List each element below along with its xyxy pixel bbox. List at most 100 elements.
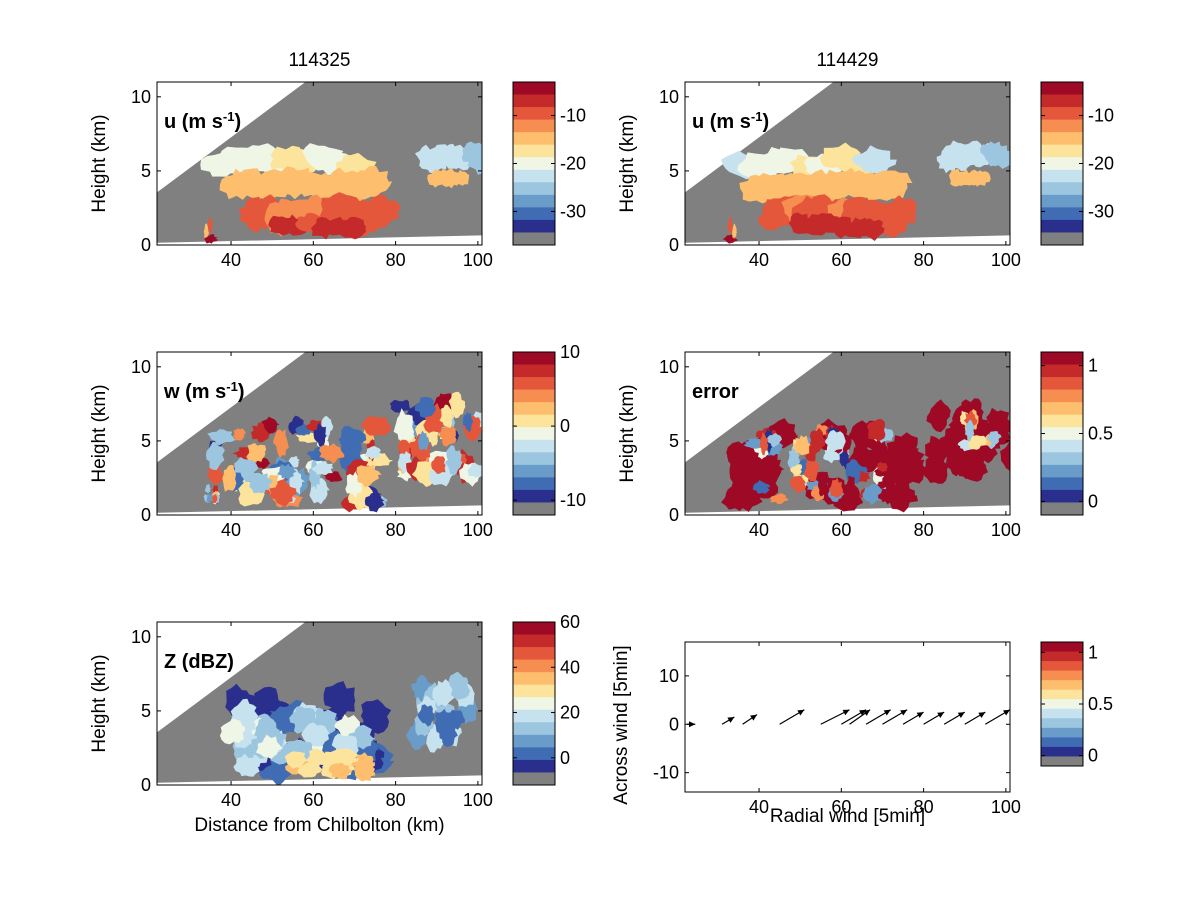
panel-vec: 40 60 80 100 -10 0 10 Across wind [5min] Radial …: [611, 641, 1021, 827]
data-patch: [261, 416, 280, 434]
colorbar-bin: [513, 672, 555, 686]
data-patch: [337, 434, 351, 447]
data-patch: [356, 464, 382, 488]
data-patch: [867, 419, 886, 442]
colorbar-bin: [1041, 132, 1083, 146]
wind-vector-head: [900, 709, 908, 716]
colorbar-tick-label: -10: [560, 106, 586, 126]
panel-u1: 40 60 80 100 0 5 10 Height (km) u (m s-1): [89, 81, 493, 270]
data-patch: [463, 411, 474, 433]
x-tick-label: 60: [831, 250, 851, 270]
panel-label: Z (dBZ): [164, 651, 234, 673]
data-patch: [328, 762, 353, 780]
x-tick-label: 60: [831, 520, 851, 540]
data-patch: [965, 419, 975, 442]
data-patch: [233, 753, 261, 777]
colorbar-bin: [1041, 157, 1083, 171]
data-patch: [1000, 441, 1010, 471]
data-patch: [467, 153, 482, 175]
axes-box: [156, 81, 483, 246]
colorbar-box: [512, 621, 556, 786]
data-patch: [973, 170, 991, 187]
colorbar-bin: [1041, 708, 1083, 719]
colorbar-bin: [1041, 107, 1083, 121]
colorbar-bin: [1041, 402, 1083, 416]
data-patch: [249, 472, 273, 494]
y-tick-label: 10: [131, 357, 151, 377]
colorbar-bin: [513, 659, 555, 673]
data-patch: [431, 456, 446, 475]
x-tick-label: 40: [221, 250, 241, 270]
colorbar-tick-label: 40: [560, 657, 580, 677]
colorbar-tick-label: -10: [560, 490, 586, 510]
colorbar-bin: [513, 402, 555, 416]
data-patch: [417, 704, 436, 727]
colorbar-bin: [1041, 699, 1083, 710]
y-axis-label: Height (km): [617, 384, 638, 482]
colorbar-bin: [1041, 502, 1083, 516]
x-tick-label: 100: [463, 790, 493, 810]
panel-z1: 40 60 80 100 0 5 10 Height (km) Distance from Ch…: [89, 621, 493, 836]
y-tick-label: 5: [669, 431, 679, 451]
x-tick-label: 100: [991, 250, 1021, 270]
colorbar-bin: [1041, 364, 1083, 378]
x-tick-label: 60: [831, 797, 851, 817]
colorbar-vec: 10.50: [1040, 641, 1113, 767]
data-patch: [874, 170, 913, 199]
colorbar-tick-label: 1: [1088, 356, 1098, 376]
data-patch: [803, 460, 820, 482]
colorbar-bin: [513, 684, 555, 698]
colorbar-bin: [1041, 94, 1083, 108]
y-axis-label: Across wind [5min]: [611, 645, 632, 804]
panel-label: u (m s-1): [164, 109, 241, 134]
colorbar-bin: [1041, 477, 1083, 491]
colorbar-tick-label: 20: [560, 703, 580, 723]
data-patch: [752, 480, 771, 494]
wind-vector-head: [797, 709, 805, 716]
x-tick-label: 80: [914, 520, 934, 540]
wind-vector-head: [863, 709, 871, 716]
data-patch: [945, 446, 971, 477]
y-tick-label: 5: [141, 161, 151, 181]
y-tick-label: 0: [669, 235, 679, 255]
data-patch: [467, 462, 482, 478]
wind-vector-head: [883, 709, 891, 716]
colorbar-bin: [513, 207, 555, 221]
x-tick-label: 60: [303, 520, 323, 540]
data-patch: [319, 443, 345, 464]
data-patch: [971, 435, 989, 447]
colorbar-bin: [1041, 680, 1083, 691]
wind-vector-head: [916, 712, 924, 718]
axes-box: [156, 621, 483, 786]
colorbar-bin: [513, 194, 555, 208]
data-patch: [759, 432, 769, 456]
wind-vector-head: [688, 721, 696, 728]
colorbar-bin: [1041, 194, 1083, 208]
colorbar-bin: [1041, 169, 1083, 183]
data-patch: [277, 463, 297, 480]
data-patch: [452, 169, 470, 186]
colorbar-bin: [1041, 452, 1083, 466]
y-tick-label: -10: [653, 763, 679, 783]
data-patch: [352, 166, 393, 198]
data-patch: [364, 194, 401, 228]
wind-vector-head: [1003, 709, 1010, 716]
panel-label: w (m s-1): [163, 379, 244, 404]
x-tick-label: 80: [914, 250, 934, 270]
colorbar-bin: [513, 622, 555, 636]
data-patch: [360, 416, 393, 436]
data-patch: [770, 493, 789, 505]
colorbar-bin: [513, 107, 555, 121]
data-patch: [350, 752, 375, 770]
colorbar-bin: [513, 647, 555, 661]
colorbar-bin: [513, 709, 555, 723]
colorbar-bin: [513, 132, 555, 146]
data-patch: [255, 734, 284, 760]
colorbar-bin: [513, 502, 555, 516]
data-patch: [925, 435, 952, 467]
colorbar-bin: [513, 232, 555, 246]
data-patch: [206, 441, 225, 471]
data-patch: [333, 748, 359, 768]
colorbar-tick-label: -20: [1088, 154, 1114, 174]
colorbar-bin: [513, 759, 555, 773]
